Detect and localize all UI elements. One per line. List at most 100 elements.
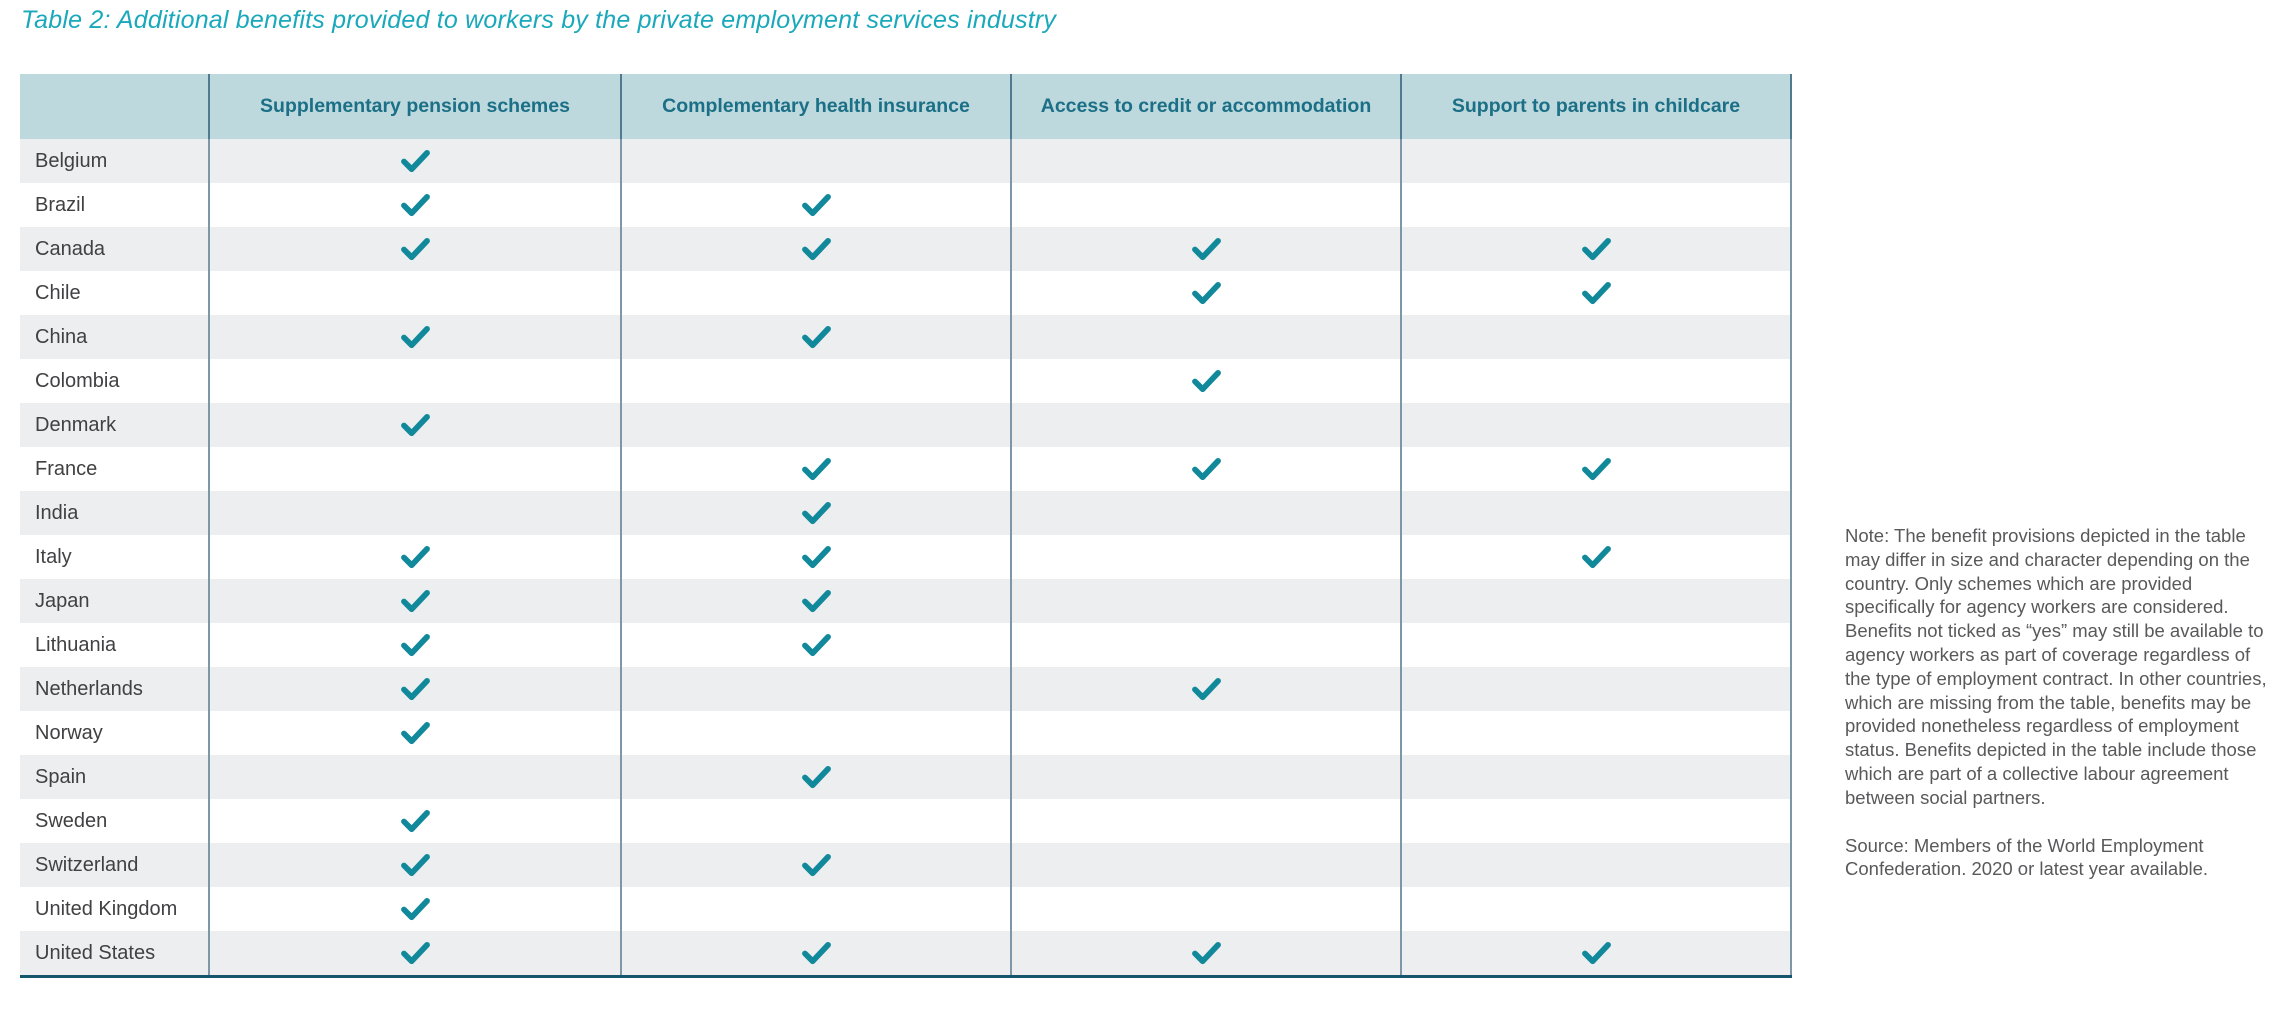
table-row: Spain — [20, 755, 1792, 799]
table-row: Belgium — [20, 139, 1792, 183]
country-label: Colombia — [35, 369, 120, 392]
benefit-cell-childcare — [1400, 931, 1792, 975]
check-icon — [400, 589, 430, 612]
benefit-cell-health — [620, 799, 1010, 843]
benefit-cell-credit — [1010, 579, 1400, 623]
check-icon — [1581, 237, 1611, 260]
benefit-cell-pension — [208, 887, 620, 931]
check-icon — [400, 809, 430, 832]
benefit-cell-health — [620, 491, 1010, 535]
table-row: India — [20, 491, 1792, 535]
table-row: Canada — [20, 227, 1792, 271]
note-text: Note: The benefit provisions depicted in… — [1845, 525, 2267, 808]
country-cell: France — [20, 447, 208, 491]
header-cell-childcare: Support to parents in childcare — [1400, 74, 1792, 139]
header-cell-credit: Access to credit or accommodation — [1010, 74, 1400, 139]
benefit-cell-health — [620, 623, 1010, 667]
benefit-cell-health — [620, 315, 1010, 359]
country-cell: Belgium — [20, 139, 208, 183]
check-icon — [801, 765, 831, 788]
benefit-cell-childcare — [1400, 447, 1792, 491]
check-icon — [1191, 457, 1221, 480]
benefit-cell-childcare — [1400, 711, 1792, 755]
country-label: Lithuania — [35, 633, 117, 656]
country-label: Canada — [35, 237, 106, 260]
country-cell: United States — [20, 931, 208, 975]
country-label: Denmark — [35, 413, 117, 436]
check-icon — [1191, 237, 1221, 260]
check-icon — [801, 501, 831, 524]
check-icon — [400, 149, 430, 172]
benefit-cell-health — [620, 271, 1010, 315]
check-icon — [1581, 545, 1611, 568]
country-cell: Sweden — [20, 799, 208, 843]
country-label: Belgium — [35, 149, 108, 172]
check-icon — [801, 237, 831, 260]
country-label: Norway — [35, 721, 103, 744]
check-icon — [801, 941, 831, 964]
benefit-cell-health — [620, 447, 1010, 491]
benefit-cell-childcare — [1400, 359, 1792, 403]
benefit-cell-credit — [1010, 931, 1400, 975]
country-cell: Canada — [20, 227, 208, 271]
table-title: Table 2: Additional benefits provided to… — [21, 6, 1057, 34]
check-icon — [400, 237, 430, 260]
check-icon — [1581, 281, 1611, 304]
table-body: Belgium Brazil Canada Chile — [20, 139, 1792, 975]
country-label: Switzerland — [35, 853, 139, 876]
country-label: United Kingdom — [35, 897, 178, 920]
table-row: Switzerland — [20, 843, 1792, 887]
benefit-cell-health — [620, 711, 1010, 755]
table-row: Brazil — [20, 183, 1792, 227]
check-icon — [1581, 457, 1611, 480]
check-icon — [801, 193, 831, 216]
benefit-cell-pension — [208, 315, 620, 359]
benefit-cell-credit — [1010, 491, 1400, 535]
benefit-cell-pension — [208, 799, 620, 843]
table-row: Lithuania — [20, 623, 1792, 667]
country-label: Sweden — [35, 809, 108, 832]
benefit-cell-pension — [208, 183, 620, 227]
benefit-cell-childcare — [1400, 315, 1792, 359]
country-cell: United Kingdom — [20, 887, 208, 931]
check-icon — [400, 721, 430, 744]
benefit-cell-pension — [208, 535, 620, 579]
country-label: Netherlands — [35, 677, 143, 700]
country-label: Japan — [35, 589, 90, 612]
table-row: China — [20, 315, 1792, 359]
benefit-cell-childcare — [1400, 755, 1792, 799]
benefit-cell-childcare — [1400, 667, 1792, 711]
country-label: United States — [35, 941, 156, 964]
country-label: Brazil — [35, 193, 86, 216]
country-label: Italy — [35, 545, 72, 568]
table-row: Japan — [20, 579, 1792, 623]
check-icon — [400, 897, 430, 920]
benefit-cell-pension — [208, 755, 620, 799]
benefit-cell-pension — [208, 623, 620, 667]
benefit-cell-childcare — [1400, 403, 1792, 447]
benefit-cell-credit — [1010, 799, 1400, 843]
table-header-row: Supplementary pension schemes Complement… — [20, 74, 1792, 139]
note-block: Note: The benefit provisions depicted in… — [1845, 524, 2273, 881]
benefit-cell-health — [620, 755, 1010, 799]
country-cell: Lithuania — [20, 623, 208, 667]
benefit-cell-childcare — [1400, 227, 1792, 271]
country-label: India — [35, 501, 79, 524]
table-row: France — [20, 447, 1792, 491]
check-icon — [801, 545, 831, 568]
benefit-cell-health — [620, 843, 1010, 887]
check-icon — [400, 193, 430, 216]
benefit-cell-pension — [208, 359, 620, 403]
benefit-cell-credit — [1010, 359, 1400, 403]
country-cell: Denmark — [20, 403, 208, 447]
check-icon — [801, 325, 831, 348]
country-cell: Brazil — [20, 183, 208, 227]
benefit-cell-childcare — [1400, 799, 1792, 843]
country-cell: Colombia — [20, 359, 208, 403]
country-cell: Netherlands — [20, 667, 208, 711]
benefit-cell-credit — [1010, 315, 1400, 359]
check-icon — [400, 941, 430, 964]
benefit-cell-childcare — [1400, 887, 1792, 931]
benefit-cell-pension — [208, 667, 620, 711]
